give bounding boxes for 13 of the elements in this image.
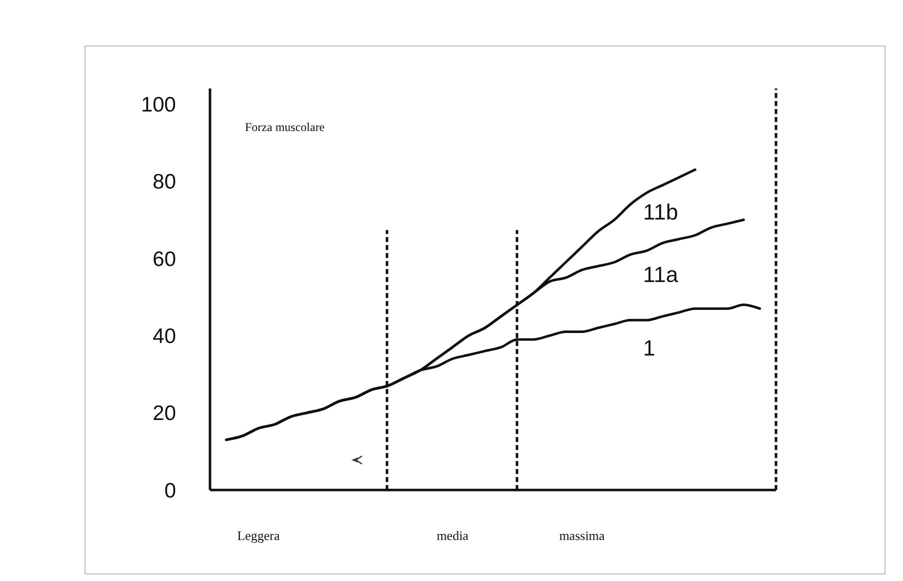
x-tick-label: massima	[559, 528, 605, 543]
y-axis-title: Forza muscolare	[245, 120, 325, 134]
series-label: 11b	[643, 199, 678, 224]
y-tick-label: 80	[152, 170, 176, 194]
y-tick-label: 0	[164, 479, 176, 502]
y-tick-label: 100	[140, 93, 176, 116]
y-tick-label: 40	[152, 324, 176, 348]
series-label: 1	[643, 335, 656, 360]
y-tick-label: 60	[152, 248, 176, 271]
y-tick-label: 20	[152, 402, 176, 426]
x-tick-label: Leggera	[237, 528, 280, 543]
x-tick-label: media	[436, 528, 469, 543]
series-label: 11a	[643, 262, 679, 288]
